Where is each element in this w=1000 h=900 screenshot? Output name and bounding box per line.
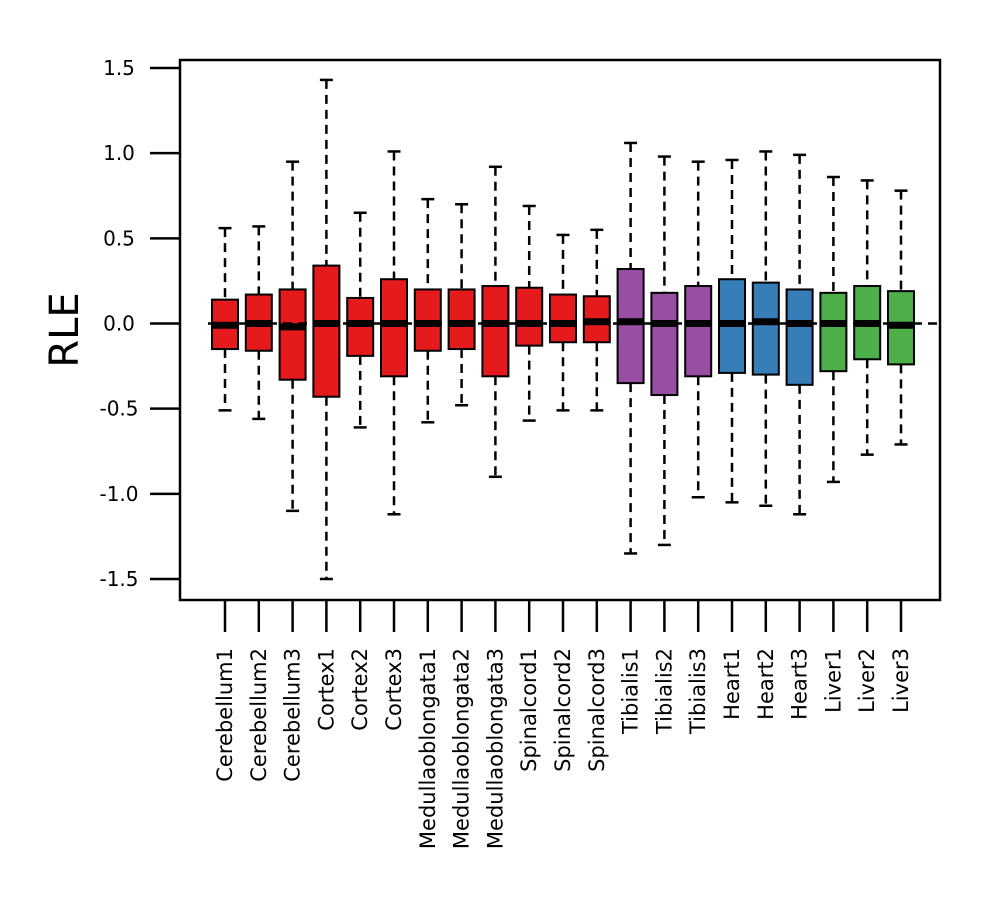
iqr-box [785,288,814,386]
iqr-box [684,285,713,378]
x-tick-label: Cerebellum3 [281,648,305,782]
y-tick-label: 1.5 [103,56,135,80]
x-axis: Cerebellum1 Cerebellum2 Cerebellum3 Cortex1… [213,600,913,849]
x-tick-label: Medullaoblongata3 [483,648,507,849]
x-tick-label: Cortex3 [382,648,406,731]
x-tick-label: Heart1 [720,648,744,720]
x-tick-label: Cerebellum1 [213,648,237,782]
box-Liver3 [887,189,915,446]
x-tick-label: Cerebellum2 [247,648,271,782]
y-tick-label: 0.0 [103,312,135,336]
iqr-box [751,281,780,376]
x-tick-label: Medullaoblongata2 [450,648,474,849]
iqr-box [312,264,341,398]
x-tick-label: Liver1 [821,648,845,713]
x-tick-label: Tibialis1 [619,648,643,735]
x-tick-label: Spinalcord1 [517,648,541,772]
iqr-box [650,291,679,397]
box-Heart3 [785,153,814,516]
plot-frame [178,58,942,602]
x-tick-label: Tibialis2 [652,648,676,735]
box-Heart2 [751,150,780,508]
y-axis-title: RLE [42,292,88,367]
box-Tibialis2 [650,155,679,547]
y-axis: 1.5 1.0 0.5 0.0 -0.5 -1.0 -1.5 [99,56,180,591]
y-tick-label: -1.0 [99,482,138,506]
x-tick-label: Cortex2 [348,648,372,731]
iqr-box [515,286,544,347]
x-tick-label: Medullaoblongata1 [416,648,440,849]
x-tick-label: Cortex1 [314,648,338,731]
y-tick-label: -1.5 [99,567,138,591]
x-tick-label: Spinalcord3 [585,648,609,772]
box-Spinalcord3 [582,228,611,412]
iqr-box [278,288,307,381]
iqr-box [481,285,510,378]
x-tick-label: Liver2 [855,648,879,713]
box-Cerebellum3 [278,160,307,513]
box-Tibialis1 [616,141,645,555]
iqr-box [616,267,645,385]
x-tick-label: Tibialis3 [686,648,710,735]
x-tick-label: Heart3 [788,648,812,720]
box-Cortex3 [380,150,408,516]
y-tick-label: 1.0 [103,141,135,165]
x-tick-label: Spinalcord2 [551,648,575,772]
iqr-box [819,291,848,373]
y-tick-label: -0.5 [99,397,138,421]
x-tick-label: Heart2 [754,648,778,720]
iqr-box [447,288,476,351]
x-tick-label: Liver3 [889,648,913,713]
y-tick-label: 0.5 [103,226,135,250]
iqr-box [380,278,408,378]
iqr-box [549,293,577,344]
